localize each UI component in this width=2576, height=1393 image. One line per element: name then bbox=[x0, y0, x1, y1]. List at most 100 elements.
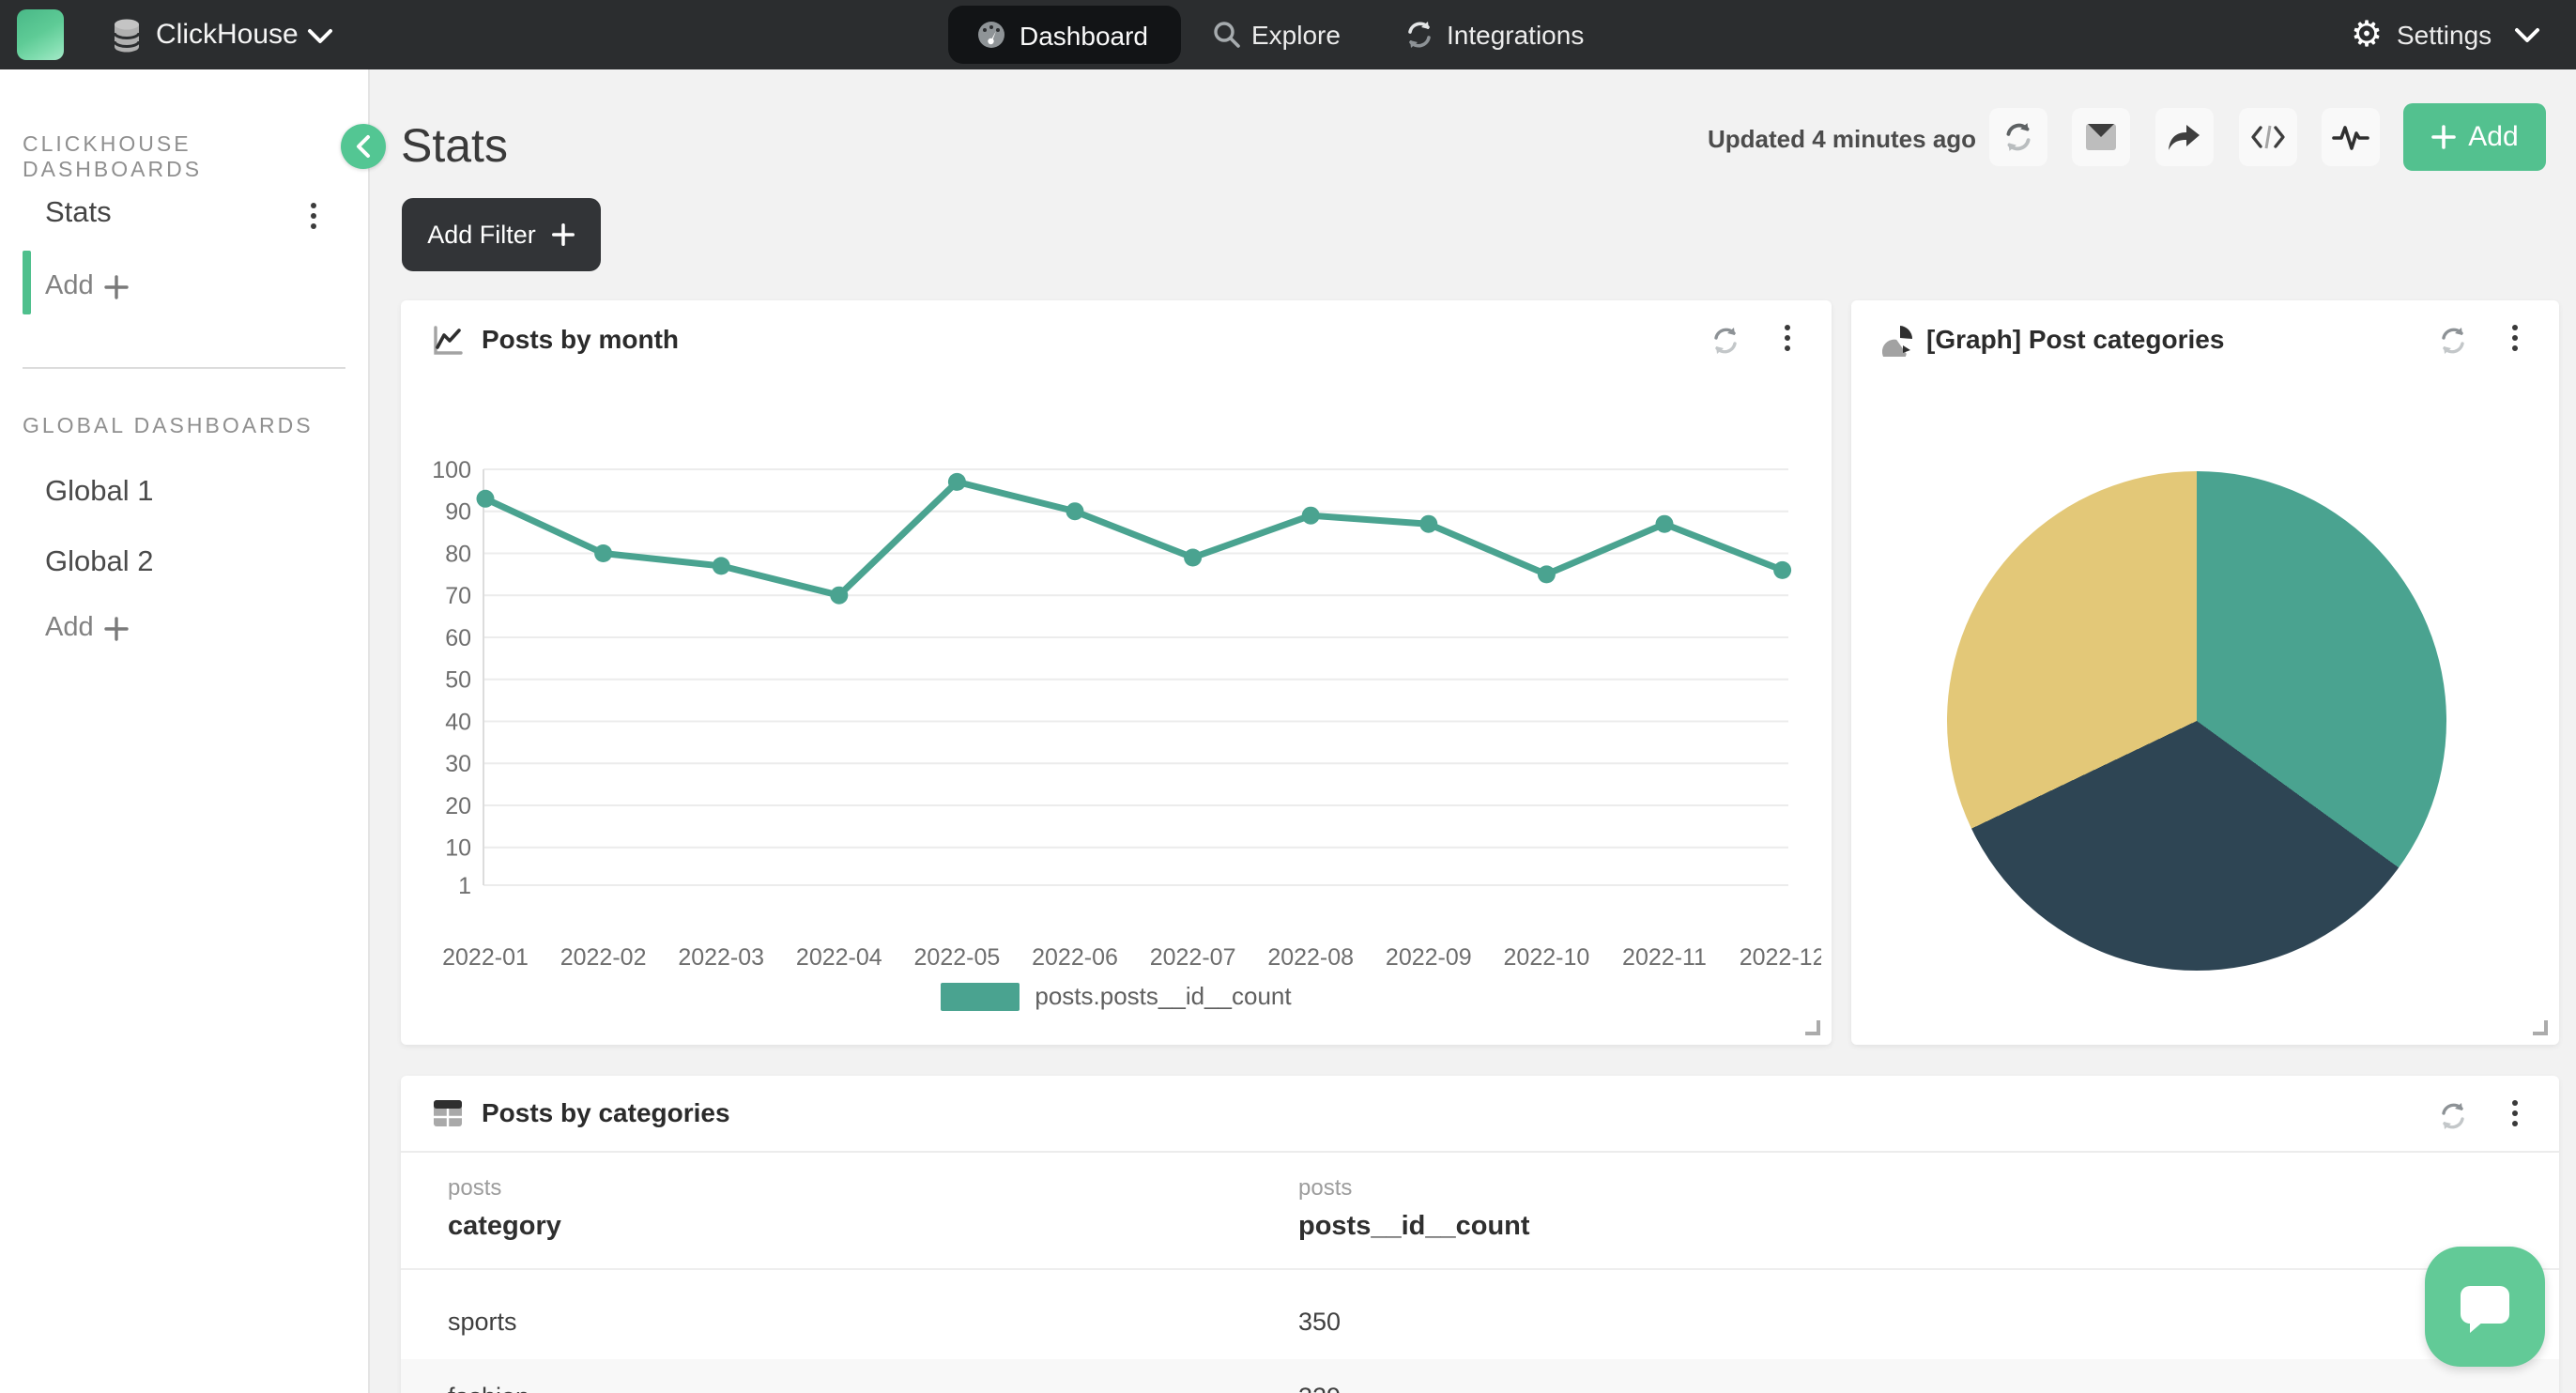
kebab-menu-icon[interactable] bbox=[2512, 325, 2518, 351]
refresh-chart-button[interactable] bbox=[2437, 325, 2469, 357]
chevron-down-icon[interactable] bbox=[307, 28, 333, 45]
refresh-chart-button[interactable] bbox=[1710, 325, 1741, 357]
activity-icon bbox=[2332, 126, 2369, 150]
gear-icon: ⚙ bbox=[2351, 15, 2384, 54]
sidebar-item-global-2[interactable]: Global 2 bbox=[45, 544, 154, 577]
svg-text:2022-07: 2022-07 bbox=[1150, 944, 1236, 971]
kebab-menu-icon[interactable] bbox=[311, 203, 316, 229]
column-header-count: posts posts__id__count bbox=[1251, 1153, 2559, 1270]
svg-text:20: 20 bbox=[445, 793, 471, 819]
card-post-categories: [Graph] Post categories sportsfashiontec… bbox=[1851, 300, 2559, 1311]
svg-text:1: 1 bbox=[458, 873, 471, 899]
svg-text:2022-09: 2022-09 bbox=[1386, 944, 1472, 971]
svg-text:2022-12: 2022-12 bbox=[1740, 944, 1821, 971]
card-posts-by-month: Posts by month 100 90 80 70 60 50 40 30 20 10 1 202… bbox=[401, 300, 1832, 1045]
legend-label: posts.posts__id__count bbox=[1035, 982, 1292, 1010]
posts-by-month-chart: 100 90 80 70 60 50 40 30 20 10 1 2022-01 2022-02 2022… bbox=[432, 457, 1821, 971]
card-title: Posts by categories bbox=[482, 1098, 730, 1127]
svg-text:2022-02: 2022-02 bbox=[560, 944, 647, 971]
column-header-category: posts category bbox=[401, 1153, 1251, 1270]
svg-text:2022-03: 2022-03 bbox=[678, 944, 764, 971]
kebab-menu-icon[interactable] bbox=[2512, 1100, 2518, 1126]
embed-code-button[interactable] bbox=[2239, 108, 2297, 166]
gauge-icon bbox=[978, 22, 1004, 48]
updated-status: Updated 4 minutes ago bbox=[1708, 125, 1977, 153]
sidebar: CLICKHOUSE DASHBOARDS Stats Add GLOBAL D… bbox=[0, 69, 370, 1393]
search-icon bbox=[1214, 22, 1240, 48]
code-icon bbox=[2251, 125, 2285, 149]
pie-chart-icon bbox=[1882, 326, 1912, 357]
sidebar-add-dashboard[interactable]: Add bbox=[45, 270, 94, 300]
svg-text:10: 10 bbox=[445, 835, 471, 862]
svg-text:2022-10: 2022-10 bbox=[1504, 944, 1590, 971]
top-navbar: ClickHouse Dashboard Explore Integration… bbox=[0, 0, 2576, 69]
legend-swatch bbox=[941, 982, 1020, 1011]
sidebar-add-global-dashboard[interactable]: Add bbox=[45, 612, 94, 642]
add-chart-label: Add bbox=[2468, 121, 2519, 152]
column-group: posts bbox=[1298, 1175, 1353, 1201]
table-card-header: Posts by categories bbox=[401, 1076, 2559, 1153]
svg-text:2022-04: 2022-04 bbox=[796, 944, 882, 971]
add-filter-label: Add Filter bbox=[427, 220, 536, 249]
sidebar-item-global-1[interactable]: Global 1 bbox=[45, 474, 154, 507]
svg-text:80: 80 bbox=[445, 541, 471, 567]
svg-text:2022-01: 2022-01 bbox=[442, 944, 529, 971]
resize-grip[interactable] bbox=[2533, 1020, 2548, 1035]
email-dashboard-button[interactable] bbox=[2072, 108, 2130, 166]
refresh-chart-button[interactable] bbox=[2437, 1100, 2469, 1132]
table-cell: 329 bbox=[1251, 1383, 2559, 1393]
collapse-sidebar-button[interactable] bbox=[341, 124, 386, 169]
svg-text:40: 40 bbox=[445, 709, 471, 735]
tab-dashboard[interactable]: Dashboard bbox=[948, 6, 1181, 64]
line-chart-icon bbox=[434, 326, 463, 355]
database-icon bbox=[113, 19, 141, 53]
chat-button[interactable] bbox=[2425, 1247, 2545, 1367]
resize-grip[interactable] bbox=[1805, 1020, 1820, 1035]
sync-icon bbox=[1408, 22, 1431, 48]
svg-text:2022-08: 2022-08 bbox=[1267, 944, 1354, 971]
svg-text:50: 50 bbox=[445, 667, 471, 694]
settings-menu[interactable]: Settings bbox=[2397, 21, 2492, 50]
refresh-dashboard-button[interactable] bbox=[1989, 108, 2047, 166]
page-title: Stats bbox=[401, 119, 508, 172]
column-group: posts bbox=[448, 1175, 502, 1201]
card-posts-by-categories: Posts by categories posts category posts… bbox=[401, 1076, 2559, 1393]
plus-icon bbox=[2431, 125, 2457, 149]
add-chart-button[interactable]: Add bbox=[2403, 103, 2546, 171]
plus-icon[interactable] bbox=[103, 616, 130, 642]
svg-text:30: 30 bbox=[445, 751, 471, 777]
column-name: category bbox=[448, 1211, 561, 1241]
activity-button[interactable] bbox=[2322, 108, 2380, 166]
share-icon bbox=[2169, 125, 2200, 150]
tab-integrations[interactable]: Integrations bbox=[1447, 21, 1585, 50]
mail-icon bbox=[2086, 124, 2116, 150]
chevron-down-icon[interactable] bbox=[2514, 27, 2540, 44]
svg-text:2022-05: 2022-05 bbox=[914, 944, 1001, 971]
svg-text:60: 60 bbox=[445, 625, 471, 651]
tab-explore[interactable]: Explore bbox=[1251, 21, 1341, 50]
table-icon bbox=[434, 1100, 462, 1126]
table-cell: fashion bbox=[401, 1383, 1251, 1393]
card-title: Posts by month bbox=[482, 325, 680, 354]
svg-text:100: 100 bbox=[432, 457, 471, 483]
plus-icon bbox=[551, 223, 575, 246]
share-dashboard-button[interactable] bbox=[2155, 108, 2214, 166]
table-cell: sports bbox=[448, 1307, 517, 1336]
refresh-icon bbox=[2006, 123, 2031, 151]
sidebar-item-stats[interactable]: Stats bbox=[45, 195, 112, 228]
plus-icon[interactable] bbox=[103, 274, 130, 300]
app-logo[interactable] bbox=[17, 9, 64, 60]
chevron-left-icon bbox=[357, 135, 370, 158]
svg-text:2022-11: 2022-11 bbox=[1622, 944, 1707, 971]
pie-chart bbox=[1947, 471, 2446, 971]
sidebar-divider bbox=[23, 367, 345, 369]
connection-selector[interactable]: ClickHouse bbox=[156, 19, 299, 50]
table-row: sports 350 bbox=[401, 1284, 2559, 1359]
svg-text:70: 70 bbox=[445, 583, 471, 609]
tab-dashboard-label: Dashboard bbox=[1020, 22, 1148, 51]
card-title: [Graph] Post categories bbox=[1926, 325, 2225, 354]
line-chart-legend: posts.posts__id__count bbox=[401, 982, 1832, 1011]
add-filter-button[interactable]: Add Filter bbox=[402, 198, 601, 271]
kebab-menu-icon[interactable] bbox=[1785, 325, 1790, 351]
sidebar-section-clickhouse-dashboards: CLICKHOUSE DASHBOARDS bbox=[23, 131, 203, 181]
